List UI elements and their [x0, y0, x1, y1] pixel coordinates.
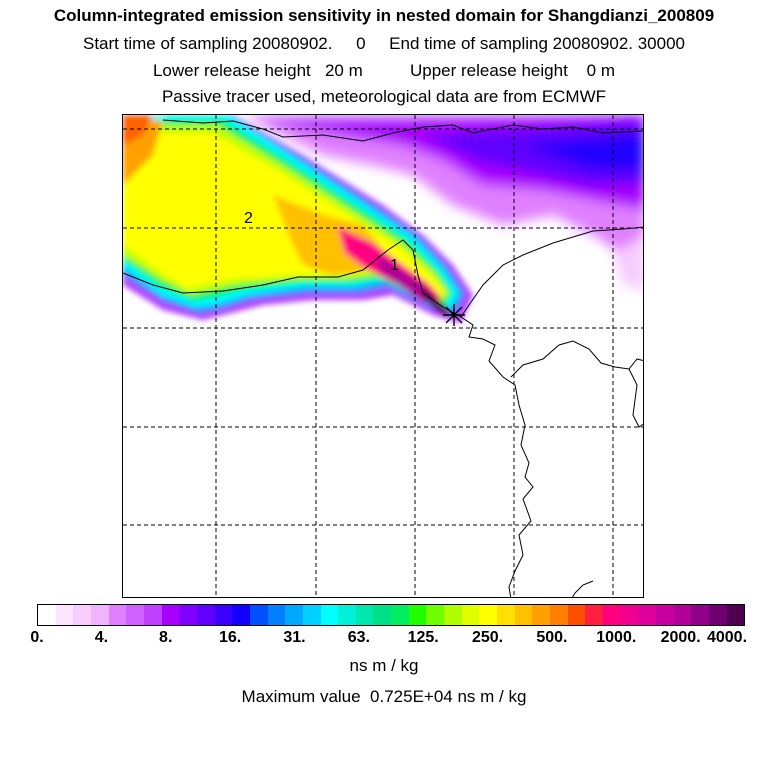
colorbar-segment [426, 605, 445, 625]
colorbar-segment [479, 605, 498, 625]
colorbar-segment [603, 605, 621, 625]
sampling-time-line: Start time of sampling 20080902. 0 End t… [83, 34, 685, 53]
colorbar-segment [143, 605, 162, 625]
colorbar-segment [126, 605, 144, 625]
colorbar-segment [214, 605, 233, 625]
colorbar-segment [55, 605, 74, 625]
colorbar-tick-label: 2000. [660, 629, 701, 646]
map-title: Column-integrated emission sensitivity i… [53, 6, 715, 25]
colorbar-segment [391, 605, 409, 625]
colorbar-segment [161, 605, 180, 625]
colorbar-segment [38, 605, 56, 625]
colorbar-segment [673, 605, 692, 625]
colorbar-segment [461, 605, 480, 625]
colorbar-segment [514, 605, 533, 625]
plume-label-2: 2 [244, 210, 253, 227]
plume-label-1: 1 [390, 257, 399, 274]
colorbar [37, 604, 745, 626]
colorbar-tick-label: 4. [94, 629, 109, 646]
colorbar-segment [408, 605, 427, 625]
colorbar-tick-label: 16. [218, 629, 242, 646]
colorbar-segment [655, 605, 674, 625]
tracer-info-line: Passive tracer used, meteorological data… [161, 87, 607, 106]
colorbar-tick-labels: 0. 4. 8. 16. 31. 63. 125. 250. 500. 1000. 2000. 400… [0, 629, 768, 649]
colorbar-segment [550, 605, 568, 625]
map-canvas: 1 2 [123, 115, 643, 597]
colorbar-tick-label: 31. [283, 629, 306, 646]
colorbar-segment [285, 605, 303, 625]
colorbar-segment [90, 605, 109, 625]
sensitivity-map[interactable]: 1 2 [122, 114, 644, 598]
colorbar-tick-label: 4000. [706, 629, 748, 646]
colorbar-segment [320, 605, 339, 625]
colorbar-tick-label: 250. [471, 629, 504, 646]
colorbar-tick-label: 500. [536, 629, 568, 646]
plume [123, 115, 473, 323]
colorbar-segment [691, 605, 709, 625]
colorbar-tick-label: 125. [407, 629, 439, 646]
colorbar-tick-label: 1000. [596, 629, 637, 646]
colorbar-segment [567, 605, 586, 625]
colorbar-segment [726, 605, 745, 625]
colorbar-segment [302, 605, 321, 625]
maximum-value-line: Maximum value 0.725E+04 ns m / kg [241, 687, 527, 706]
colorbar-segment [196, 605, 215, 625]
colorbar-segment [267, 605, 286, 625]
colorbar-segment [373, 605, 392, 625]
coastlines [123, 119, 643, 597]
colorbar-segment [444, 605, 462, 625]
colorbar-segment [638, 605, 656, 625]
colorbar-segment [620, 605, 639, 625]
colorbar-tick-label: 8. [159, 629, 173, 646]
colorbar-segment [73, 605, 91, 625]
colorbar-units: ns m / kg [349, 656, 419, 675]
colorbar-segment [532, 605, 551, 625]
colorbar-segment [232, 605, 250, 625]
colorbar-segment [108, 605, 127, 625]
colorbar-tick-label: 0. [30, 629, 44, 646]
colorbar-segment [355, 605, 374, 625]
colorbar-segment [338, 605, 356, 625]
colorbar-tick-label: 63. [347, 629, 370, 646]
colorbar-segment [708, 605, 727, 625]
colorbar-segment [497, 605, 515, 625]
lat-lon-grid [123, 115, 643, 597]
release-height-line: Lower release height 20 m Upper release … [152, 61, 616, 80]
colorbar-segment [585, 605, 603, 625]
receptor-star-icon [443, 304, 465, 326]
colorbar-segment [179, 605, 197, 625]
colorbar-segment [249, 605, 268, 625]
